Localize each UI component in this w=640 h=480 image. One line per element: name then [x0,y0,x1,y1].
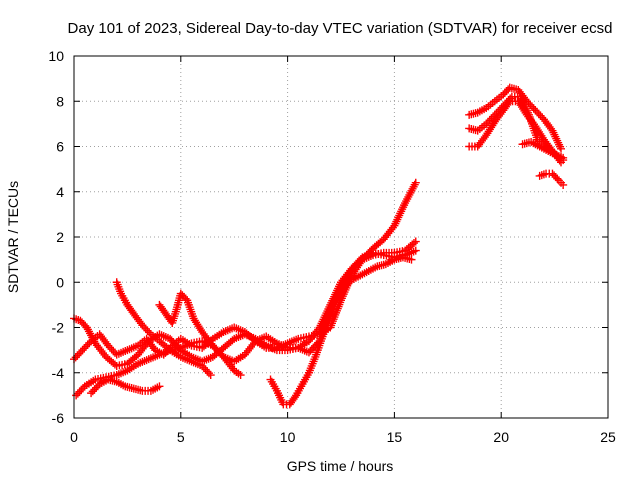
x-tick-label: 10 [280,429,296,445]
data-point [71,353,80,362]
y-axis-label: SDTVAR / TECUs [5,181,21,293]
data-point [506,94,515,103]
x-tick-label: 0 [70,429,78,445]
data-point [80,344,89,353]
data-point [83,340,92,349]
x-tick-label: 25 [600,429,616,445]
data-point [228,364,237,373]
series-track-4 [87,375,164,398]
data-point [504,96,513,105]
data-point [155,382,164,391]
series-track-5 [112,278,215,380]
data-point [536,111,545,120]
data-point [138,321,147,330]
data-point [143,326,152,335]
data-point [110,360,119,369]
y-tick-label: 8 [56,93,64,109]
data-point [492,109,501,118]
data-point [104,341,113,350]
data-point [73,351,82,360]
data-point [290,393,299,402]
data-point [501,99,510,108]
data-point [483,118,492,127]
data-point [77,385,86,394]
data-point [72,391,81,400]
data-point [73,389,82,398]
data-point [490,110,499,119]
data-point [90,385,99,394]
data-point [109,347,118,356]
data-point [482,119,491,128]
data-point [411,178,420,187]
data-point [494,107,503,116]
data-point [340,283,349,292]
data-point [206,371,215,380]
data-point [87,389,96,398]
data-point [487,114,496,123]
data-point [342,281,351,290]
series-track-11 [518,137,568,162]
data-point [495,105,504,114]
data-point [81,342,90,351]
data-point [409,239,418,248]
axis-ticks: 0 5 10 15 20 25 -6 -4 -2 0 2 4 6 8 10 [48,48,616,445]
data-point [502,98,511,107]
data-point [553,174,562,183]
data-point [140,323,149,332]
y-tick-label: 10 [48,48,64,64]
data-point [499,101,508,110]
data-point [236,371,245,380]
y-tick-label: 6 [56,139,64,155]
data-point [85,338,94,347]
data-point [141,324,150,333]
data-point [75,349,84,358]
series-track-7 [266,253,416,409]
data-point [204,369,213,378]
data-point [78,346,87,355]
data-point [497,103,506,112]
y-tick-label: -6 [52,410,65,426]
x-tick-label: 5 [177,429,185,445]
data-point [76,347,85,356]
data-point [203,367,212,376]
data-point [485,116,494,125]
data-point [411,246,420,255]
x-axis-label: GPS time / hours [287,458,394,474]
y-tick-label: 0 [56,274,64,290]
x-tick-label: 15 [387,429,403,445]
data-point [105,343,114,352]
data-point [559,153,568,162]
data-point [527,102,536,111]
data-point [531,106,540,115]
data-point [534,109,543,118]
data-point [92,383,101,392]
data-point [557,144,566,153]
data-point [198,361,207,370]
series-track-6 [155,289,245,380]
data-point [107,345,116,354]
series-track-12 [535,169,568,189]
data-layer [70,83,568,409]
y-tick-label: 2 [56,229,64,245]
chart-title: Day 101 of 2023, Sidereal Day-to-day VTE… [68,20,613,37]
data-point [489,112,498,121]
data-point [199,363,208,372]
y-tick-label: 4 [56,184,64,200]
data-point [88,387,97,396]
data-point [529,104,538,113]
data-point [339,285,348,294]
y-tick-label: -4 [52,365,65,381]
y-tick-label: -2 [52,320,65,336]
data-point [201,365,210,374]
data-point [75,387,84,396]
data-point [411,237,420,246]
series-track-8 [465,83,566,153]
x-tick-label: 20 [493,429,509,445]
data-point [559,180,568,189]
data-point [533,108,542,117]
data-point [145,328,154,337]
data-point [344,279,353,288]
data-point [407,255,416,264]
